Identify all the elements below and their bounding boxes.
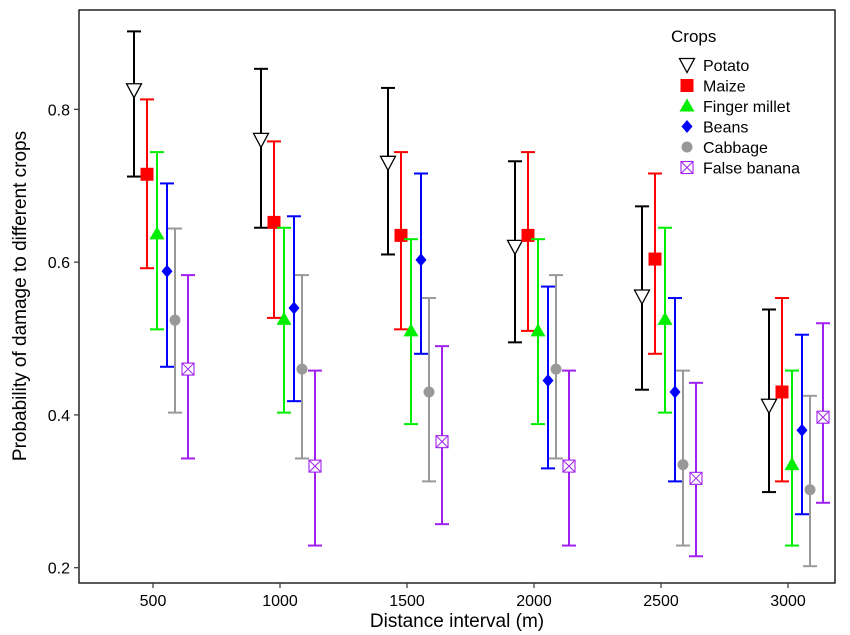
series-beans <box>160 172 809 516</box>
data-point <box>296 363 308 375</box>
legend-key <box>678 57 696 74</box>
error-bar <box>689 381 703 558</box>
x-axis: 500 1000 1500 2000 2500 3000 <box>140 583 806 610</box>
legend-label: Maize <box>703 79 746 96</box>
series-finger-millet <box>149 151 800 547</box>
data-point <box>125 83 143 100</box>
error-bar <box>562 369 576 547</box>
data-point <box>252 132 270 149</box>
data-point <box>140 167 154 181</box>
data-point <box>804 484 816 496</box>
series-maize <box>140 98 789 483</box>
data-point <box>181 362 195 376</box>
legend-title: Crops <box>671 27 716 46</box>
y-tick-label: 0.2 <box>48 561 70 578</box>
error-bar <box>150 151 164 331</box>
series-false-banana <box>181 274 830 558</box>
legend-item: Beans <box>681 120 748 137</box>
legend-item: Maize <box>680 79 746 96</box>
data-point <box>542 374 554 388</box>
data-point <box>648 252 662 266</box>
y-axis-label: Probability of damage to different crops <box>10 131 31 461</box>
data-point <box>669 385 681 399</box>
data-point <box>379 155 397 172</box>
data-point <box>816 410 830 424</box>
data-point <box>276 311 292 325</box>
data-point <box>775 385 789 399</box>
data-point <box>784 457 800 471</box>
data-point <box>267 215 281 229</box>
data-point <box>657 311 673 325</box>
data-point <box>530 323 546 337</box>
legend-item: Finger millet <box>679 98 791 116</box>
data-point <box>633 289 651 306</box>
data-point <box>149 226 165 240</box>
data-point <box>677 459 689 471</box>
legend-key <box>679 98 695 112</box>
x-tick-label: 2000 <box>516 593 552 610</box>
data-point <box>562 459 576 473</box>
legend-label: Cabbage <box>703 140 768 157</box>
data-point <box>550 363 562 375</box>
legend-key <box>680 160 694 175</box>
legend-item: Cabbage <box>681 140 768 157</box>
legend-key <box>681 141 693 153</box>
error-bar <box>803 394 817 568</box>
error-bar <box>308 369 322 547</box>
chart-marks <box>125 30 830 568</box>
plot-panel <box>78 9 836 584</box>
x-tick-label: 1000 <box>262 593 298 610</box>
legend-item: Potato <box>678 57 749 75</box>
legend-label: Beans <box>703 120 748 137</box>
x-tick-label: 500 <box>140 593 167 610</box>
y-tick-label: 0.6 <box>48 255 70 272</box>
legend-label: False banana <box>703 161 800 178</box>
data-point <box>161 264 173 278</box>
x-tick-label: 1500 <box>389 593 425 610</box>
data-point <box>689 471 703 485</box>
y-tick-label: 0.4 <box>48 408 70 425</box>
x-tick-label: 2500 <box>643 593 679 610</box>
x-axis-label: Distance interval (m) <box>370 611 544 632</box>
x-tick-label: 3000 <box>770 593 806 610</box>
error-bar <box>267 140 281 319</box>
data-point <box>169 314 181 326</box>
y-tick-label: 0.8 <box>48 102 70 119</box>
legend: Crops Potato Maize Finger millet Beans Cabba… <box>671 27 800 178</box>
error-bar <box>676 369 690 547</box>
data-point <box>760 398 778 415</box>
data-point <box>506 239 524 256</box>
data-point <box>796 423 808 437</box>
y-axis: 0.2 0.4 0.6 0.8 <box>48 102 79 578</box>
series-cabbage <box>168 227 817 568</box>
series-potato <box>125 30 778 494</box>
data-point <box>415 253 427 267</box>
legend-key <box>681 120 693 133</box>
data-point <box>403 323 419 337</box>
data-point <box>288 301 300 315</box>
legend-key <box>680 79 694 92</box>
error-bar <box>140 98 154 270</box>
legend-item: False banana <box>680 160 800 178</box>
error-bar <box>127 30 141 178</box>
data-point <box>308 459 322 473</box>
data-point <box>435 435 449 449</box>
legend-label: Finger millet <box>703 99 791 116</box>
data-point <box>423 386 435 398</box>
legend-label: Potato <box>703 58 749 75</box>
